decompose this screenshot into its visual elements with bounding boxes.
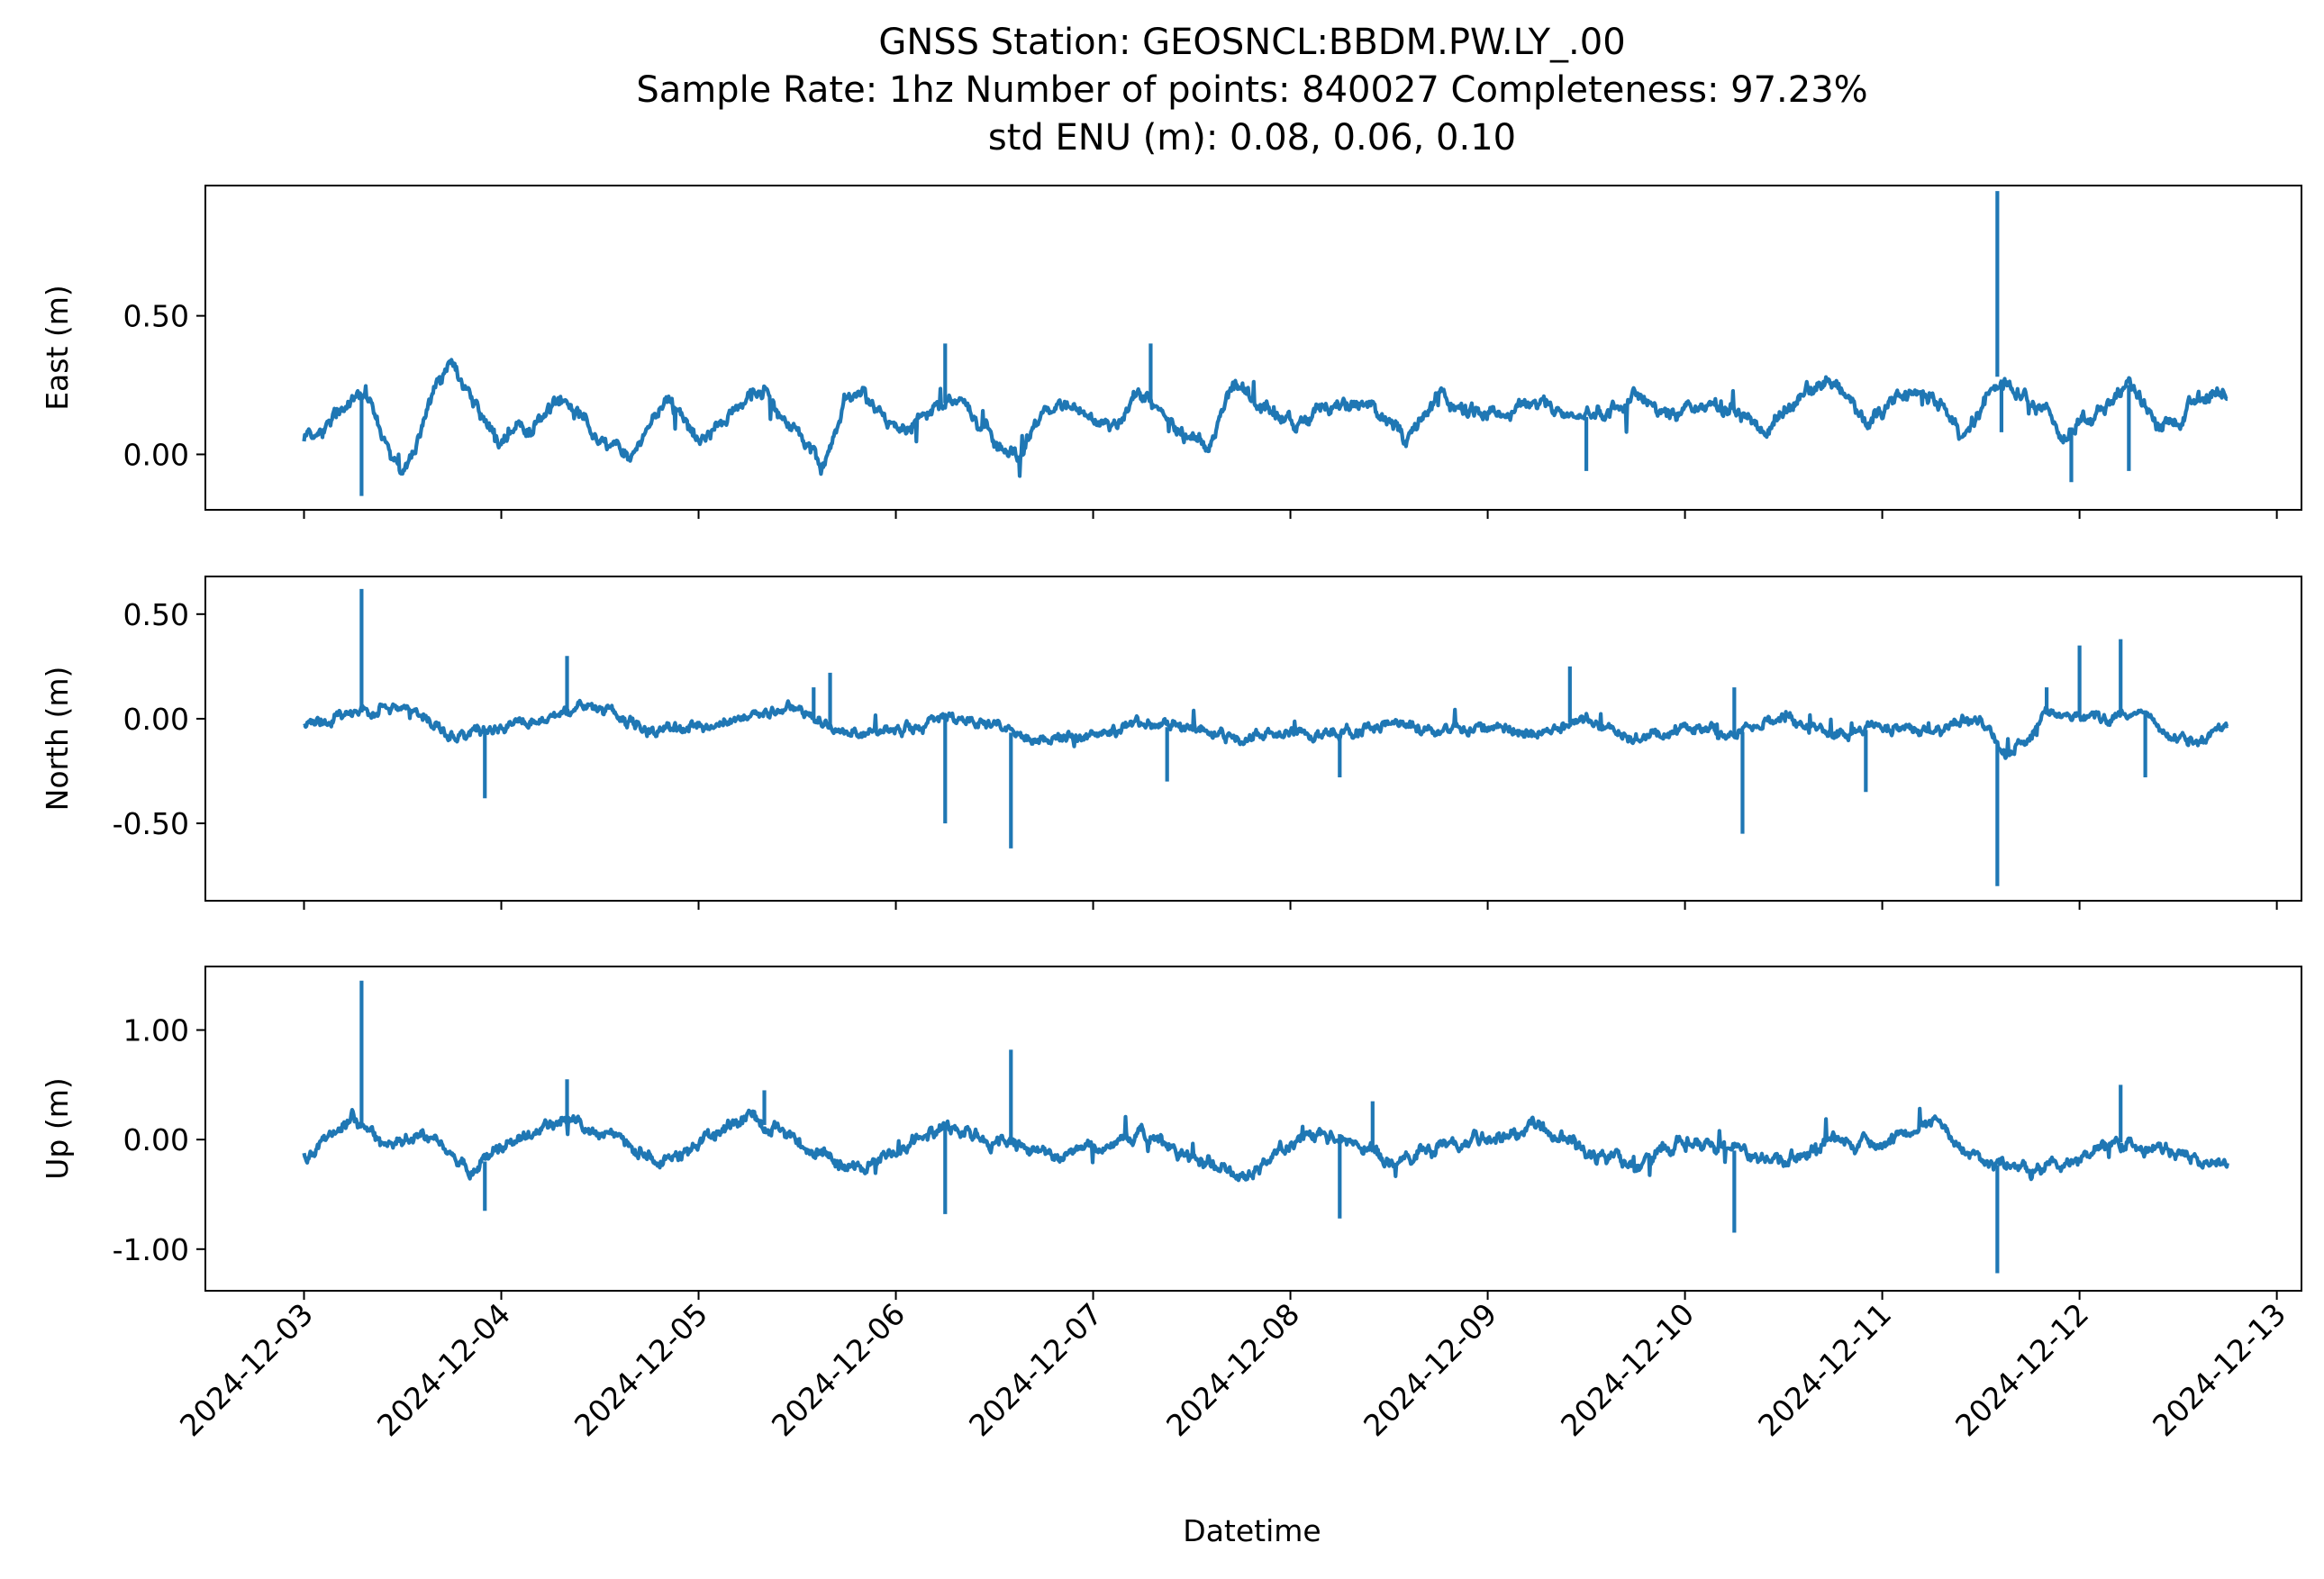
- up-axes-frame: [204, 966, 2302, 1292]
- east-axes-frame: [204, 185, 2302, 511]
- x-tick-label-10: 2024-12-12: [1948, 1296, 2095, 1443]
- title-line-2: Sample Rate: 1hz Number of points: 84002…: [636, 69, 1867, 111]
- x-tick-label-1: 2024-12-03: [173, 1296, 320, 1443]
- x-tick-label-4: 2024-12-06: [765, 1296, 912, 1443]
- x-tick-label-8: 2024-12-10: [1554, 1296, 1701, 1443]
- title-line-3: std ENU (m): 0.08, 0.06, 0.10: [988, 117, 1516, 159]
- north-y-tick-label-3: -0.50: [113, 806, 189, 841]
- x-tick-label-2: 2024-12-04: [370, 1296, 517, 1443]
- x-axis-label: Datetime: [1183, 1513, 1321, 1548]
- up-panel: 1.00 0.00 -1.00 Up (m): [40, 966, 2302, 1300]
- up-y-tick-label-2: 0.00: [123, 1122, 189, 1157]
- north-y-tick-label-1: 0.50: [123, 597, 189, 632]
- x-tick-label-11: 2024-12-13: [2146, 1296, 2292, 1443]
- x-tick-label-5: 2024-12-07: [962, 1296, 1109, 1443]
- up-y-tick-label-3: -1.00: [113, 1232, 189, 1267]
- x-tick-label-7: 2024-12-09: [1357, 1296, 1503, 1443]
- up-y-axis-label: Up (m): [40, 1077, 75, 1180]
- east-y-tick-label-1: 0.50: [123, 299, 189, 334]
- x-tick-label-6: 2024-12-08: [1159, 1296, 1306, 1443]
- east-series-line: [302, 358, 2229, 478]
- x-tick-label-3: 2024-12-05: [567, 1296, 714, 1443]
- north-panel: 0.50 0.00 -0.50 North (m): [40, 576, 2302, 910]
- up-series-line: [302, 1106, 2229, 1183]
- x-tick-labels: 2024-12-03 2024-12-04 2024-12-05 2024-12-06…: [173, 1296, 2292, 1443]
- panels: 0.50 0.00 East (m) 0.50 0.00 -0.50 North (m) 1.…: [40, 185, 2302, 1300]
- east-panel: 0.50 0.00 East (m): [40, 185, 2302, 519]
- east-y-tick-label-2: 0.00: [123, 437, 189, 472]
- north-series-line: [303, 698, 2229, 760]
- north-y-axis-label: North (m): [40, 667, 75, 812]
- north-y-tick-label-2: 0.00: [123, 702, 189, 737]
- east-y-axis-label: East (m): [40, 285, 75, 411]
- x-tick-label-9: 2024-12-11: [1751, 1296, 1898, 1443]
- title-line-1: GNSS Station: GEOSNCL:BBDM.PW.LY_.00: [878, 22, 1625, 63]
- up-y-tick-label-1: 1.00: [123, 1013, 189, 1048]
- north-axes-frame: [204, 576, 2302, 902]
